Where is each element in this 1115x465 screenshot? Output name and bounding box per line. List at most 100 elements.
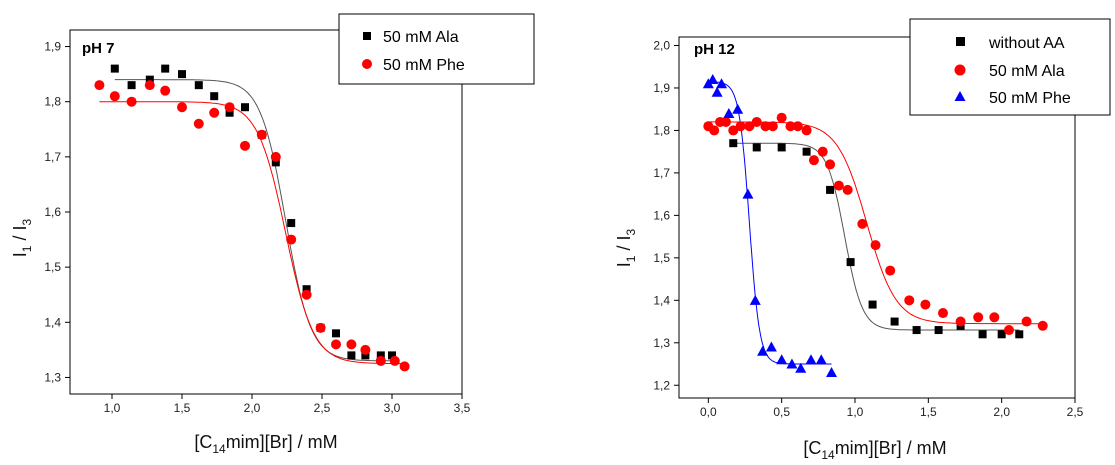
legend-label-ala: 50 mM Ala <box>383 29 459 46</box>
chart-title: pH 7 <box>82 40 115 57</box>
data-point <box>709 125 720 136</box>
y-tick-label: 1,8 <box>44 95 61 109</box>
x-axis-title: [C14mim][Br] / mM <box>803 438 946 462</box>
x-tick-label: 1,0 <box>104 401 121 415</box>
data-point <box>885 265 896 276</box>
data-point <box>904 295 915 306</box>
chart-ph12: pH 12 0,0 0,5 1,0 1,5 2,0 2,5 1,2 1,3 1,4 1,5 1,6… <box>614 18 1111 462</box>
data-point <box>160 85 171 96</box>
y-ticks: 1,3 1,4 1,5 1,6 1,7 1,8 1,9 <box>44 40 70 384</box>
data-point <box>178 70 186 79</box>
data-point <box>805 354 817 365</box>
x-tick-label: 2,5 <box>314 401 331 415</box>
y-tick-label: 1,5 <box>653 251 670 265</box>
y-tick-label: 1,7 <box>653 166 670 180</box>
data-point <box>110 64 119 73</box>
data-point <box>720 116 731 127</box>
data-point <box>1021 316 1032 327</box>
y-tick-label: 1,9 <box>653 81 670 95</box>
data-point <box>825 159 836 170</box>
data-point <box>271 158 280 167</box>
data-point <box>127 81 136 90</box>
data-point <box>194 81 203 90</box>
data-point <box>802 147 811 156</box>
x-tick-label: 2,0 <box>244 401 261 415</box>
data-point <box>346 339 357 350</box>
data-point <box>287 219 296 228</box>
data-point <box>109 91 120 102</box>
data-point <box>302 285 311 294</box>
data-point <box>801 125 812 136</box>
fit-curve <box>114 79 392 362</box>
data-point <box>389 355 400 366</box>
data-point <box>301 289 312 300</box>
fit-curves <box>99 79 405 365</box>
data-points <box>702 73 1048 378</box>
legend-label-phe: 50 mM Phe <box>383 57 465 74</box>
data-point <box>224 102 235 113</box>
x-ticks: 0,0 0,5 1,0 1,5 2,0 2,5 <box>700 398 1084 419</box>
data-point <box>776 112 787 123</box>
data-point <box>256 129 267 140</box>
x-tick-label: 0,0 <box>700 405 717 419</box>
data-point <box>760 121 771 132</box>
data-point <box>920 299 931 310</box>
legend-marker-square <box>956 37 965 46</box>
legend-label-ala: 50 mM Ala <box>989 63 1065 80</box>
data-point <box>868 300 877 309</box>
data-point <box>1004 325 1014 336</box>
data-point <box>912 326 921 335</box>
data-point <box>833 180 844 191</box>
data-point <box>177 102 187 113</box>
y-tick-label: 1,4 <box>653 293 670 307</box>
data-point <box>978 330 987 339</box>
data-point <box>1037 320 1048 331</box>
legend-label-phe: 50 mM Phe <box>989 90 1071 107</box>
data-point <box>361 351 370 360</box>
x-ticks: 1,0 1,5 2,0 2,5 3,0 3,5 <box>104 394 471 415</box>
data-point <box>989 312 1000 323</box>
data-point <box>795 362 807 373</box>
data-point <box>955 316 966 327</box>
chart-title: pH 12 <box>694 41 735 58</box>
data-point <box>826 185 835 194</box>
x-tick-label: 2,0 <box>993 405 1010 419</box>
data-points <box>94 64 410 372</box>
data-point <box>347 351 356 360</box>
data-point <box>973 312 984 323</box>
data-point <box>729 139 738 148</box>
data-point <box>210 92 219 101</box>
legend-marker-circle <box>362 59 372 69</box>
y-tick-label: 1,8 <box>653 123 670 137</box>
x-tick-label: 1,5 <box>174 401 191 415</box>
data-point <box>732 103 744 114</box>
data-point <box>735 121 746 132</box>
data-point <box>808 155 819 166</box>
data-point <box>360 344 371 355</box>
data-point <box>716 78 728 89</box>
data-point <box>332 329 340 338</box>
legend: without AA 50 mM Ala 50 mM Phe <box>909 18 1111 116</box>
legend-box <box>909 18 1111 116</box>
data-point <box>376 351 385 360</box>
data-point <box>751 116 762 127</box>
data-point <box>749 294 761 305</box>
data-point <box>785 121 796 132</box>
data-point <box>776 354 788 365</box>
fit-curve <box>99 101 405 365</box>
data-point <box>399 361 410 372</box>
x-tick-label: 1,5 <box>920 405 937 419</box>
y-tick-label: 1,9 <box>44 40 61 54</box>
legend-marker-circle <box>954 64 966 76</box>
data-point <box>742 188 754 199</box>
y-tick-label: 1,2 <box>653 378 670 392</box>
data-point <box>707 73 719 84</box>
data-point <box>286 234 297 245</box>
data-point <box>752 143 761 152</box>
plot-frame <box>678 36 1076 399</box>
data-point <box>870 240 881 251</box>
y-axis-title: I1 / I3 <box>10 218 34 257</box>
data-point <box>723 107 735 118</box>
data-point <box>711 86 723 97</box>
fit-curve <box>733 142 1020 331</box>
